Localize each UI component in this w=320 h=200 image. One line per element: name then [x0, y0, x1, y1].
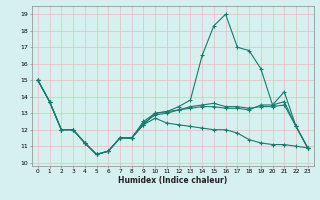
- X-axis label: Humidex (Indice chaleur): Humidex (Indice chaleur): [118, 176, 228, 185]
